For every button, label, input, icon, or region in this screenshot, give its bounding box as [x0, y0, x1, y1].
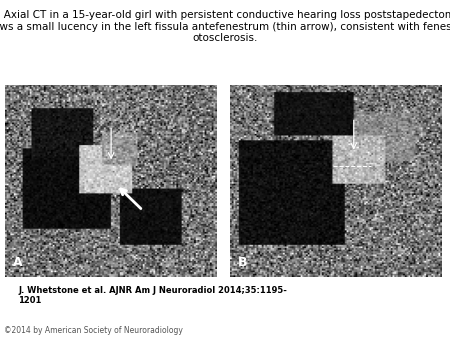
- Text: A, Axial CT in a 15-year-old girl with persistent conductive hearing loss postst: A, Axial CT in a 15-year-old girl with p…: [0, 10, 450, 43]
- Text: ©2014 by American Society of Neuroradiology: ©2014 by American Society of Neuroradiol…: [4, 325, 184, 335]
- Text: A: A: [13, 257, 22, 269]
- Text: J. Whetstone et al. AJNR Am J Neuroradiol 2014;35:1195-
1201: J. Whetstone et al. AJNR Am J Neuroradio…: [18, 286, 287, 305]
- Text: AJNR: AJNR: [310, 294, 378, 318]
- Text: AMERICAN JOURNAL OF NEURORADIOLOGY: AMERICAN JOURNAL OF NEURORADIOLOGY: [292, 323, 397, 329]
- Text: B: B: [238, 257, 248, 269]
